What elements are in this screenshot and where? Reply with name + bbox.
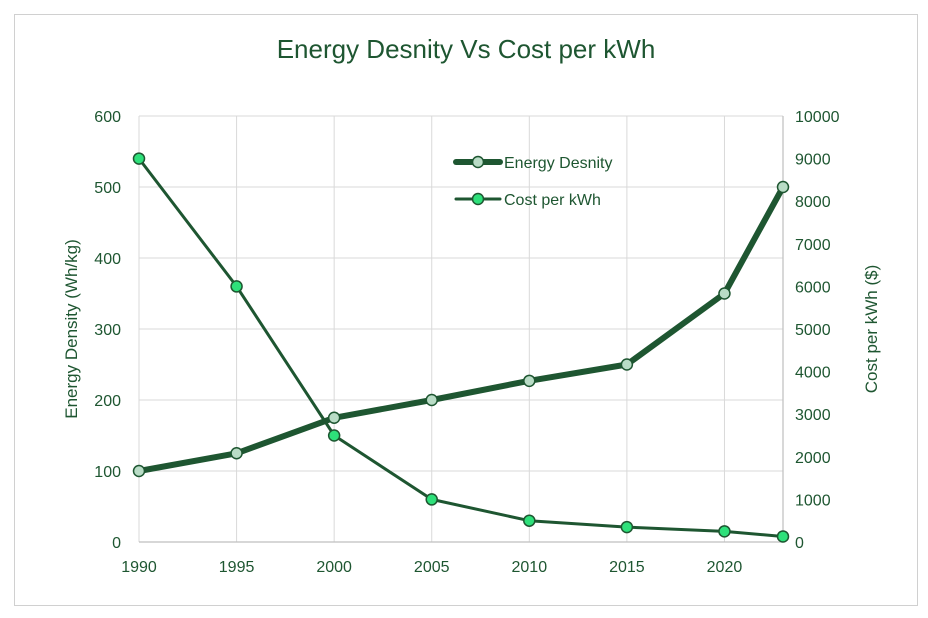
right-y-axis-ticks: 0 1000 2000 3000 4000 5000 6000 7000 8000 9000 100…: [795, 109, 840, 552]
left-y-axis-label: Energy Density (Wh/kg): [62, 239, 81, 419]
x-axis-ticks: 1990 1995 2000 2005 2010 2015 2020: [121, 559, 742, 576]
legend-item: Energy Desnity: [453, 155, 613, 172]
right-y-tick-label: 5000: [795, 322, 831, 339]
series-line: [137, 157, 785, 538]
x-tick-label: 2010: [512, 559, 548, 576]
series-energy-density: [132, 180, 790, 478]
right-y-axis-label: Cost per kWh ($): [862, 265, 881, 393]
data-point: [620, 520, 634, 534]
x-tick-label: 2015: [609, 559, 645, 576]
left-y-tick-label: 300: [94, 322, 121, 339]
left-y-tick-label: 200: [94, 393, 121, 410]
legend-label: Energy Desnity: [504, 155, 613, 172]
gridlines: [138, 115, 783, 543]
data-point: [620, 358, 634, 371]
series-cost-per-kwh: [132, 152, 790, 543]
data-point: [523, 514, 536, 527]
right-y-tick-label: 9000: [795, 152, 831, 169]
data-point: [776, 180, 790, 194]
left-y-tick-label: 400: [94, 251, 121, 268]
data-point: [230, 447, 243, 460]
legend-label: Cost per kWh: [504, 192, 601, 209]
left-y-tick-label: 500: [94, 180, 121, 197]
data-point: [230, 280, 243, 293]
data-point: [718, 287, 731, 300]
x-tick-label: 2000: [316, 559, 352, 576]
data-point: [425, 493, 438, 506]
legend: Energy Desnity Cost per kWh: [453, 155, 613, 209]
data-point: [132, 464, 146, 478]
data-point: [718, 525, 731, 538]
right-y-tick-label: 1000: [795, 492, 831, 509]
x-tick-label: 1990: [121, 559, 157, 576]
right-y-tick-label: 4000: [795, 365, 831, 382]
series-layer: [132, 152, 790, 543]
x-tick-label: 2005: [414, 559, 450, 576]
legend-item: Cost per kWh: [454, 192, 601, 209]
right-y-tick-label: 0: [795, 535, 804, 552]
data-point: [327, 411, 341, 424]
x-tick-label: 1995: [219, 559, 255, 576]
x-tick-label: 2020: [707, 559, 743, 576]
legend-swatch-marker: [471, 155, 485, 169]
right-y-tick-label: 3000: [795, 407, 831, 424]
series-line: [136, 184, 786, 474]
left-y-tick-label: 100: [94, 464, 121, 481]
left-y-tick-label: 600: [94, 109, 121, 126]
right-y-tick-label: 10000: [795, 109, 840, 126]
data-point: [776, 530, 790, 543]
left-y-tick-label: 0: [112, 535, 121, 552]
data-point: [523, 374, 536, 388]
right-y-tick-label: 7000: [795, 237, 831, 254]
right-y-tick-label: 8000: [795, 194, 831, 211]
left-y-axis-ticks: 0 100 200 300 400 500 600: [94, 109, 121, 552]
data-point: [425, 393, 438, 407]
chart-title: Energy Desnity Vs Cost per kWh: [277, 34, 656, 64]
data-point: [327, 429, 341, 442]
right-y-tick-label: 2000: [795, 450, 831, 467]
right-y-tick-label: 6000: [795, 279, 831, 296]
legend-swatch-marker: [471, 192, 485, 206]
data-point: [132, 152, 146, 165]
